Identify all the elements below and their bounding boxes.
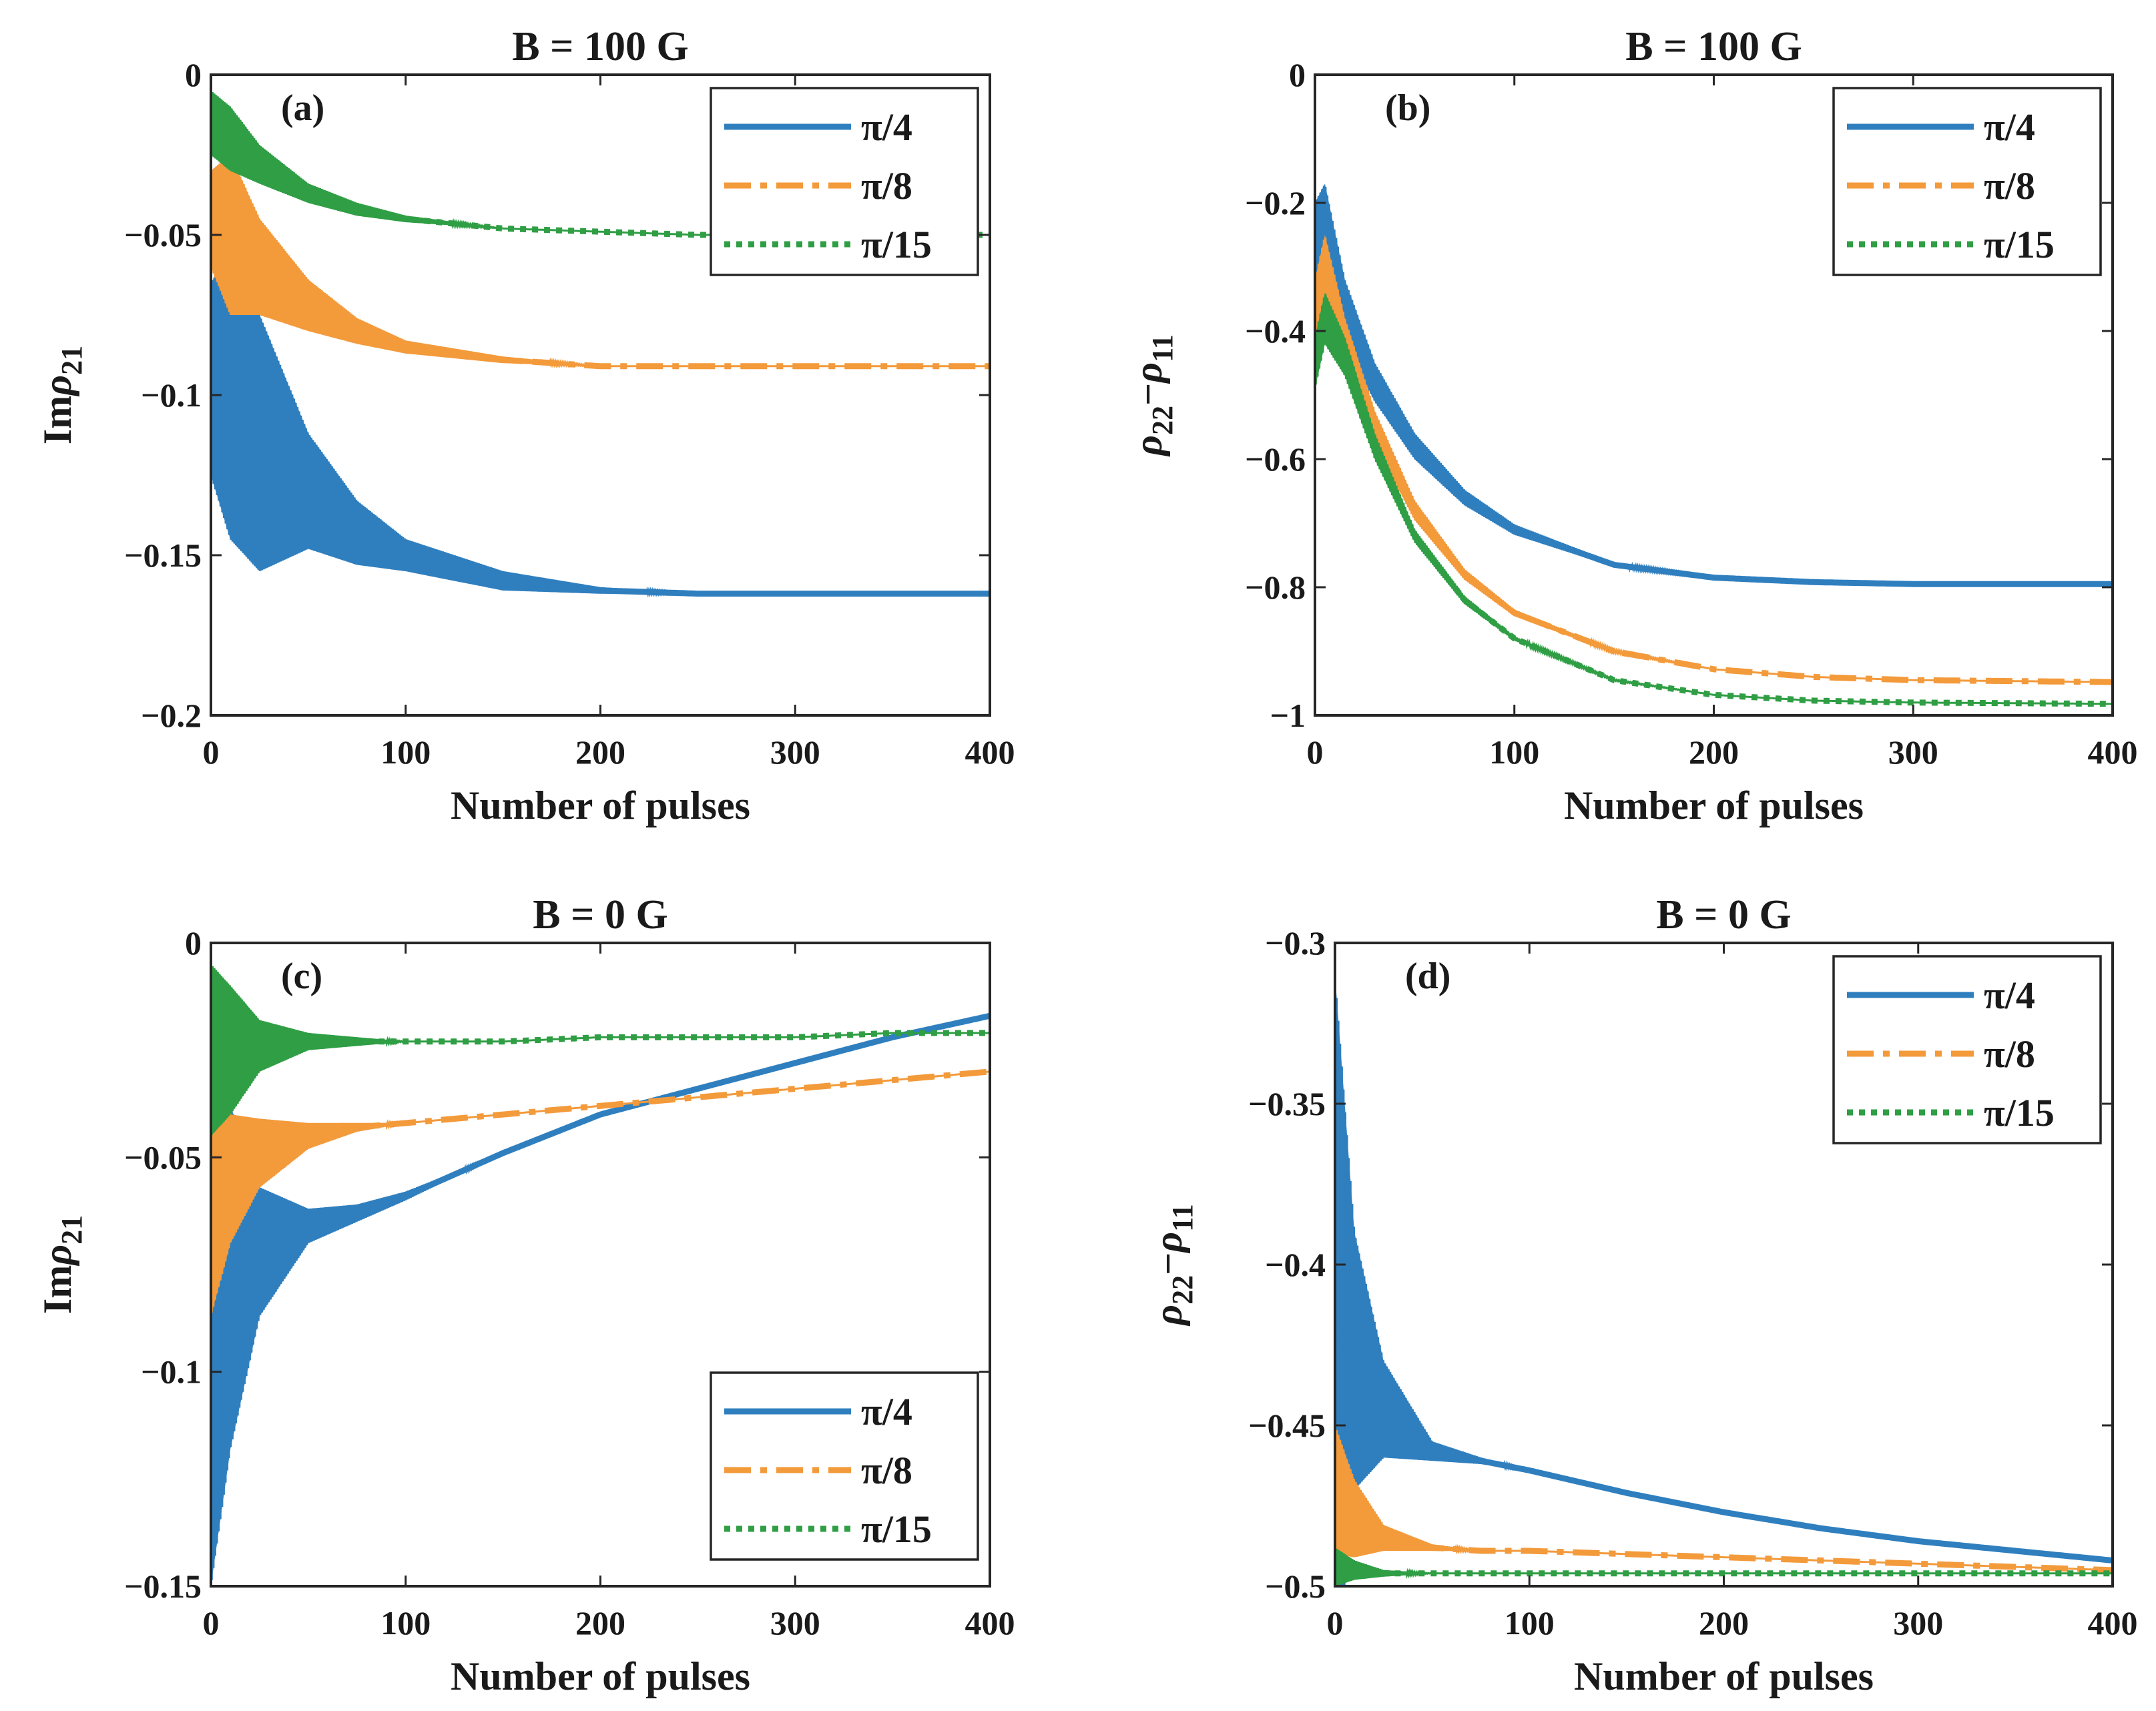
legend-entry: π/8	[1984, 164, 2035, 208]
chart-panel-2: 0 100 200 300 400 0 −0.2 −0.4 −0.6 −0.8 −1 B = 100 …	[1126, 24, 2138, 827]
y-axis-label: Imρ21	[35, 1215, 88, 1314]
x-tick-label: 0	[1307, 733, 1324, 771]
panel-label: (b)	[1385, 87, 1430, 129]
y-tick-label: −0.1	[141, 376, 202, 414]
chart-panel-1: 0 100 200 300 400 0 −0.05 −0.1 −0.15 −0.2 B = 100 …	[35, 24, 1015, 827]
legend-entry: π/15	[1984, 1091, 2055, 1134]
legend-entry: π/15	[861, 1507, 932, 1551]
chart-panel-4: 0 100 200 300 400 −0.3 −0.35 −0.4 −0.45 −0.5 B = 0…	[1146, 892, 2138, 1698]
chart-title: B = 100 G	[1625, 24, 1802, 69]
y-tick-label: −0.2	[141, 697, 202, 734]
y-tick-label: 0	[1289, 56, 1306, 93]
y-axis-label: Imρ21	[35, 346, 88, 444]
series-line-3	[1315, 309, 2113, 707]
y-tick-label: −0.4	[1265, 1246, 1326, 1283]
legend-entry: π/15	[1984, 223, 2055, 266]
x-tick-label: 300	[770, 733, 820, 771]
y-tick-label: −1	[1270, 697, 1306, 734]
series-band-3	[1315, 292, 2113, 704]
legend: π/4 π/8 π/15	[1832, 87, 2102, 276]
x-tick-label: 400	[965, 1604, 1015, 1642]
legend-entry: π/8	[861, 164, 912, 208]
series-line-3	[1335, 1564, 2113, 1577]
chart-title: B = 0 G	[1656, 892, 1791, 938]
y-tick-label: 0	[185, 924, 202, 962]
x-axis-label: Number of pulses	[1564, 783, 1864, 827]
legend: π/4 π/8 π/15	[1832, 955, 2102, 1144]
series-line-2	[211, 1068, 990, 1211]
x-tick-label: 400	[965, 733, 1015, 771]
y-tick-label: −0.4	[1245, 312, 1306, 350]
x-tick-label: 100	[380, 733, 431, 771]
legend: π/4 π/8 π/15	[710, 1371, 979, 1561]
x-axis-label: Number of pulses	[1574, 1654, 1874, 1698]
y-tick-label: −0.1	[141, 1353, 202, 1391]
x-tick-label: 200	[575, 733, 625, 771]
series-oscillation-2	[1335, 1425, 2113, 1572]
y-tick-label: 0	[185, 56, 202, 93]
series-line-3	[211, 1030, 990, 1054]
y-tick-label: −0.35	[1248, 1085, 1326, 1122]
chart-panel-3: 0 100 200 300 400 0 −0.05 −0.1 −0.15 B = 0 G (c) Nu…	[35, 892, 1015, 1698]
y-tick-label: −0.6	[1245, 440, 1306, 478]
series-oscillation-3	[211, 964, 990, 1135]
x-tick-label: 0	[203, 1604, 220, 1642]
chart-title: B = 100 G	[512, 24, 688, 69]
x-tick-label: 400	[2088, 1604, 2138, 1642]
x-tick-label: 300	[1888, 733, 1938, 771]
legend-entry: π/8	[861, 1449, 912, 1492]
x-tick-label: 100	[1489, 733, 1539, 771]
x-axis-label: Number of pulses	[451, 783, 750, 827]
legend-entry: π/4	[861, 1390, 912, 1433]
panel-label: (c)	[281, 956, 322, 997]
legend-entry: π/4	[1984, 105, 2035, 149]
x-axis-label: Number of pulses	[451, 1654, 750, 1698]
y-tick-label: −0.15	[124, 1568, 202, 1605]
x-tick-label: 100	[380, 1604, 431, 1642]
x-tick-label: 400	[2088, 733, 2138, 771]
series-line-1	[1335, 1327, 2113, 1564]
panel-label: (a)	[281, 87, 324, 129]
y-tick-label: −0.3	[1265, 924, 1326, 962]
legend-entry: π/4	[1984, 974, 2035, 1017]
legend-entry: π/15	[861, 223, 932, 266]
x-tick-label: 200	[575, 1604, 625, 1642]
y-tick-label: −0.8	[1245, 569, 1306, 606]
series-oscillation-3	[1315, 294, 2113, 705]
series-line-1	[211, 1012, 990, 1289]
y-tick-label: −0.45	[1248, 1407, 1326, 1444]
series-band-3	[211, 964, 990, 1136]
x-tick-label: 0	[203, 733, 220, 771]
panel-label: (d)	[1405, 956, 1450, 997]
y-tick-label: −0.5	[1265, 1568, 1326, 1605]
series-line-1	[1315, 224, 2113, 587]
x-tick-label: 200	[1699, 1604, 1749, 1642]
chart-title: B = 0 G	[533, 892, 667, 938]
series-line-2	[1315, 266, 2113, 685]
series-group	[1335, 975, 2113, 1586]
x-tick-label: 0	[1327, 1604, 1344, 1642]
series-line-2	[211, 216, 990, 370]
y-tick-label: −0.05	[124, 216, 202, 254]
y-tick-label: −0.05	[124, 1138, 202, 1176]
x-tick-label: 300	[770, 1604, 820, 1642]
x-tick-label: 200	[1689, 733, 1739, 771]
legend: π/4 π/8 π/15	[710, 87, 979, 276]
y-tick-label: −0.2	[1245, 184, 1306, 222]
y-tick-label: −0.15	[124, 537, 202, 574]
y-axis-label: ρ22−ρ11	[1126, 334, 1179, 457]
legend-entry: π/8	[1984, 1032, 2035, 1076]
series-group	[1315, 184, 2113, 707]
series-line-1	[211, 376, 990, 597]
series-group	[211, 964, 990, 1586]
y-axis-label: ρ22−ρ11	[1146, 1204, 1199, 1327]
x-tick-label: 100	[1505, 1604, 1555, 1642]
x-tick-label: 300	[1893, 1604, 1943, 1642]
legend-entry: π/4	[861, 105, 912, 149]
